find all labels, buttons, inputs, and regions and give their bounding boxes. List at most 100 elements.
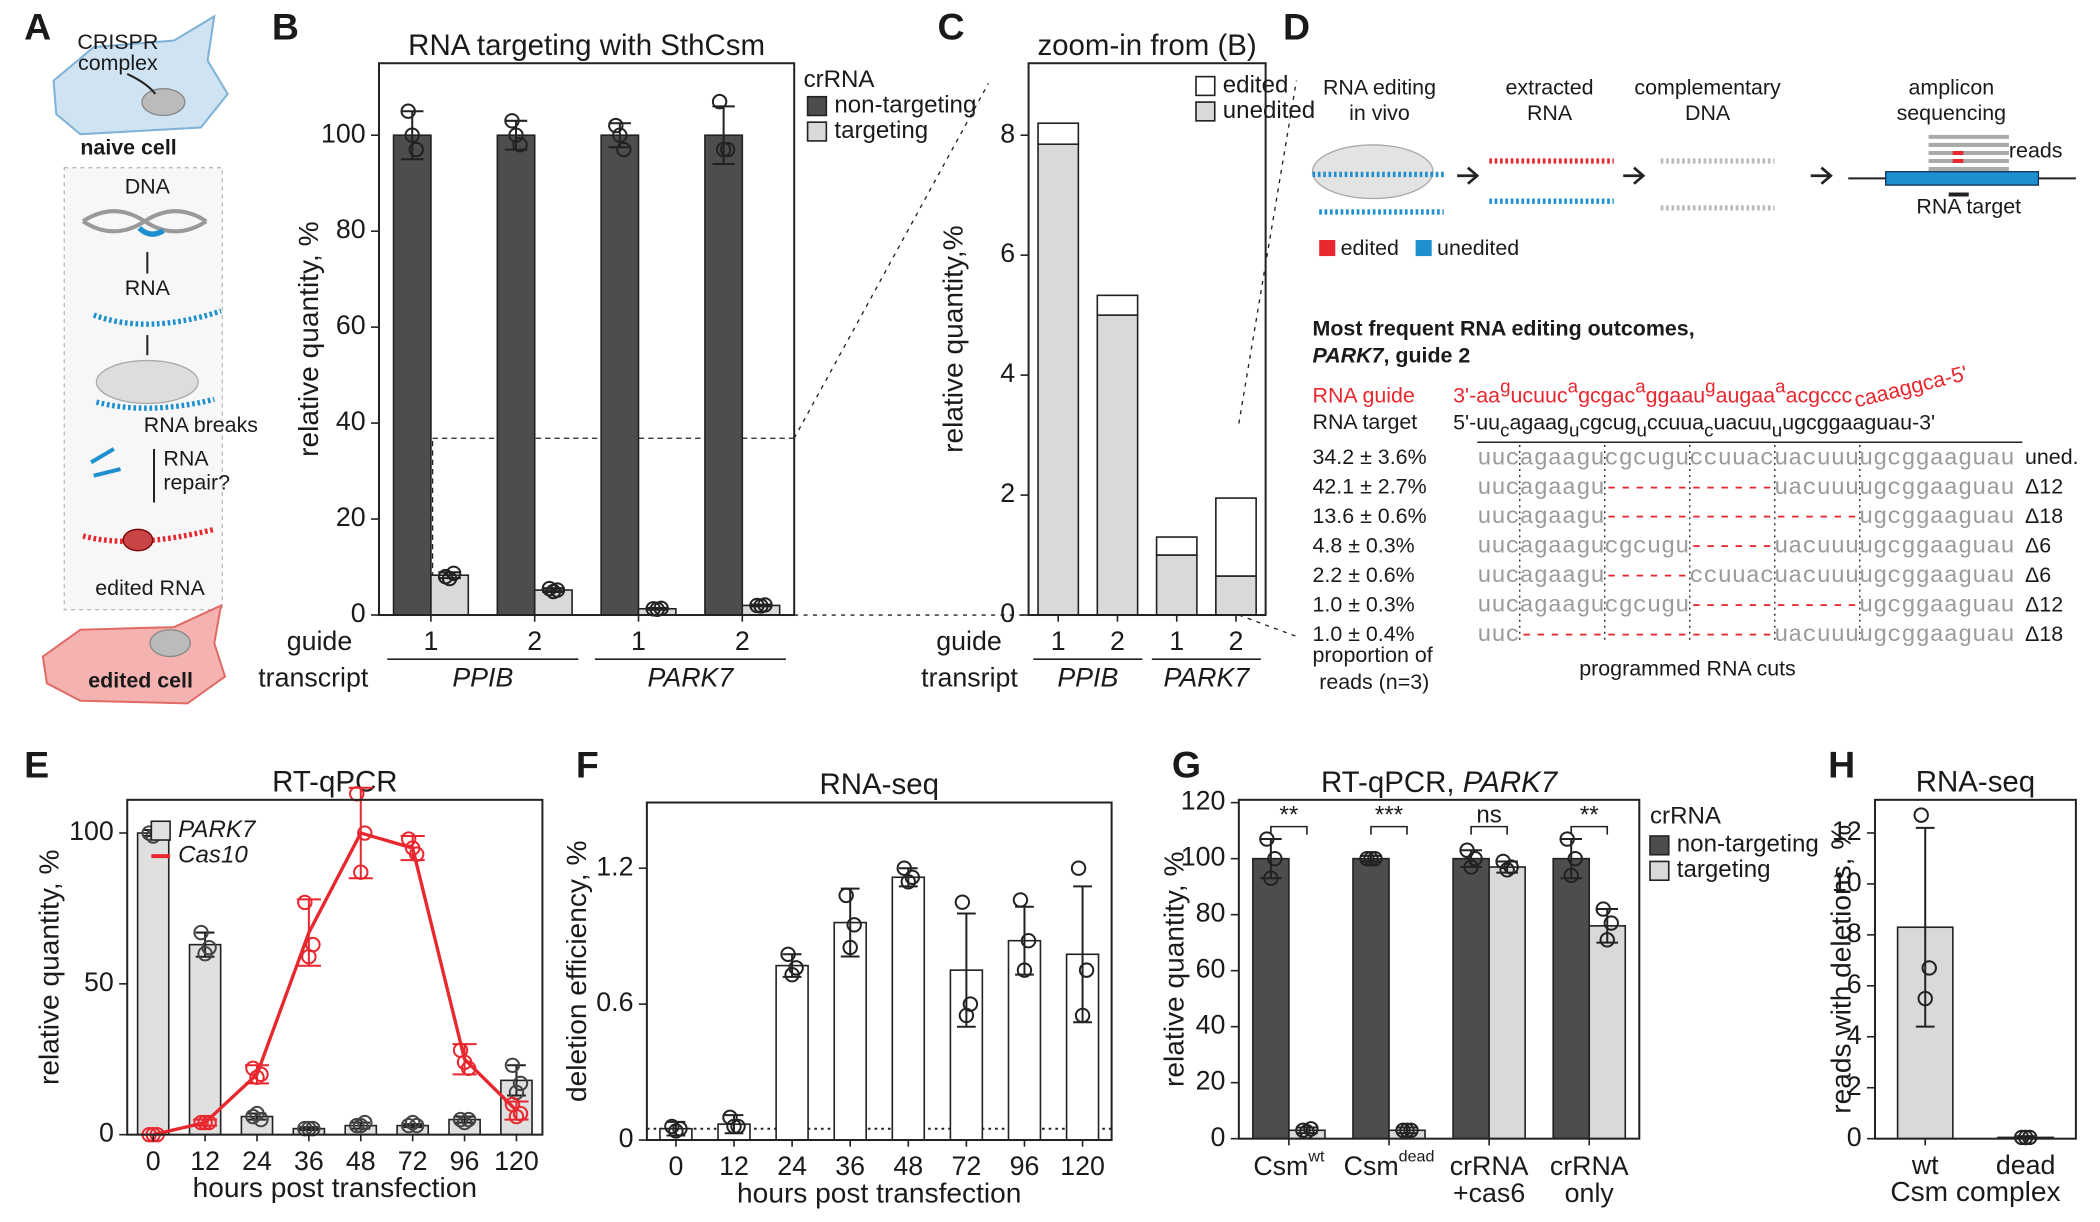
x-tick-label: 36 [835,1151,865,1181]
data-point [460,1111,477,1128]
data-point [1913,807,1929,823]
data-point [193,924,209,941]
row-label: guide [287,626,353,656]
heading: , guide 2 [1383,343,1470,367]
x-tick-label: 2 [1110,626,1125,656]
bar [1488,866,1526,1140]
x-tick-label: 96 [450,1146,480,1176]
heading: Most frequent RNA editing outcomes, [1313,316,1695,340]
significance: ** [1280,801,1299,828]
target-sequence: 5'-uucagaagucgcuguccuuacuacuuuugcggaagua… [1453,410,1935,440]
data-point [1917,990,1933,1007]
x-tick-label: dead [1996,1150,2056,1180]
x-tick-label: 12 [719,1151,749,1181]
data-point [1463,859,1479,875]
sequence-part: uucagaagu [1477,504,1604,531]
target-part: u [1637,419,1647,440]
data-point [730,1118,746,1135]
x-tick-label: 0 [668,1151,683,1181]
plot-frame [378,62,796,617]
bar-segment [1037,122,1080,146]
data-point [353,1117,369,1134]
row-label: transcript [258,662,369,692]
label: proportion of [1313,643,1433,667]
x-tick-label: 72 [951,1151,981,1181]
target-part: uacuu [1713,410,1771,434]
x-tick-label: Csm [1253,1151,1308,1181]
outcome: Δ18 [2025,504,2063,528]
label: naive cell [80,136,176,160]
label: complex [78,51,158,75]
legend-swatch [1649,860,1670,881]
data-point [245,1108,261,1125]
data-point [508,127,524,143]
data-point [2021,1129,2038,1146]
dna [81,209,208,234]
y-axis-label: relative quantity, % [293,221,324,456]
label: reads [2009,138,2063,162]
data-point [1599,932,1615,948]
x-tick-label: 72 [398,1146,428,1176]
panel-label: G [1172,744,1201,786]
data-point [508,1108,525,1125]
chart-title: RT-qPCR [272,766,397,799]
data-point [753,598,769,614]
data-point [400,103,416,119]
guide-part: caaaggca-5' [1852,361,1970,412]
y-tick-label: 100 [321,118,366,148]
outcome: Δ6 [2025,563,2051,587]
guide-part: a [1775,375,1786,396]
significance: ns [1476,801,1501,828]
panel-label: B [272,6,299,48]
line [152,831,518,1137]
x-tick-label: crRNA [1450,1151,1529,1181]
data-point [1359,850,1375,867]
data-point [400,1117,417,1134]
row-label: transript [921,662,1018,692]
sequence-part: uacuuuugcggaaguau [1774,534,2014,561]
edited-cell [41,603,227,705]
y-tick-label: 100 [1181,842,1226,872]
y-tick-label: 0 [99,1118,114,1148]
legend-label: Cas10 [178,841,248,868]
target-part: 5'-uu [1453,410,1500,434]
legend-label: unedited [1437,236,1519,260]
deletion: ------------------ [1520,622,1775,649]
bar [600,134,640,616]
row-label: guide [936,626,1002,656]
x-tick-label: wt [1911,1150,1939,1180]
label: edited RNA [95,576,205,600]
arrow [1810,166,1833,185]
guide-part: ggaau [1646,383,1706,407]
guide-sequence: 3'-aagucuucagcgacaggaaugaugaaaacgccc [1453,375,1852,407]
data-point [784,966,800,983]
csm-complex [1311,144,1434,200]
zoom-line [1238,80,1298,424]
sequence: uucagaagu------ccuuacuacuuuugcggaaguau [1477,563,2014,590]
legend-label: non-targeting [834,91,976,118]
target-part: ccuua [1647,410,1704,434]
significance: *** [1375,801,1403,828]
data-point [201,1114,217,1131]
legend-swatch [1415,240,1432,257]
x-tick-label: 120 [1060,1151,1105,1181]
label: RNA [125,276,171,300]
legend-swatch [1649,835,1670,856]
data-point [1259,831,1275,847]
bar-segment [1215,497,1257,577]
chart-title: RT-qPCR, [1321,766,1463,799]
guide-part: a [1635,375,1646,396]
y-tick-label: 0 [619,1123,634,1153]
x-tick-label: 48 [346,1146,376,1176]
legend-swatch [1319,240,1336,257]
label: programmed RNA cuts [1579,657,1796,681]
proportion: 1.0 ± 0.3% [1313,592,1415,616]
y-tick-label: 120 [1181,786,1226,816]
bar-segment [1037,143,1080,616]
x-tick-label: 1 [631,626,646,656]
data-point [1921,960,1937,976]
data-point [608,117,624,134]
panel-label: H [1828,744,1855,786]
label: RNA [163,446,209,470]
y-tick-label: 20 [1196,1066,1226,1096]
